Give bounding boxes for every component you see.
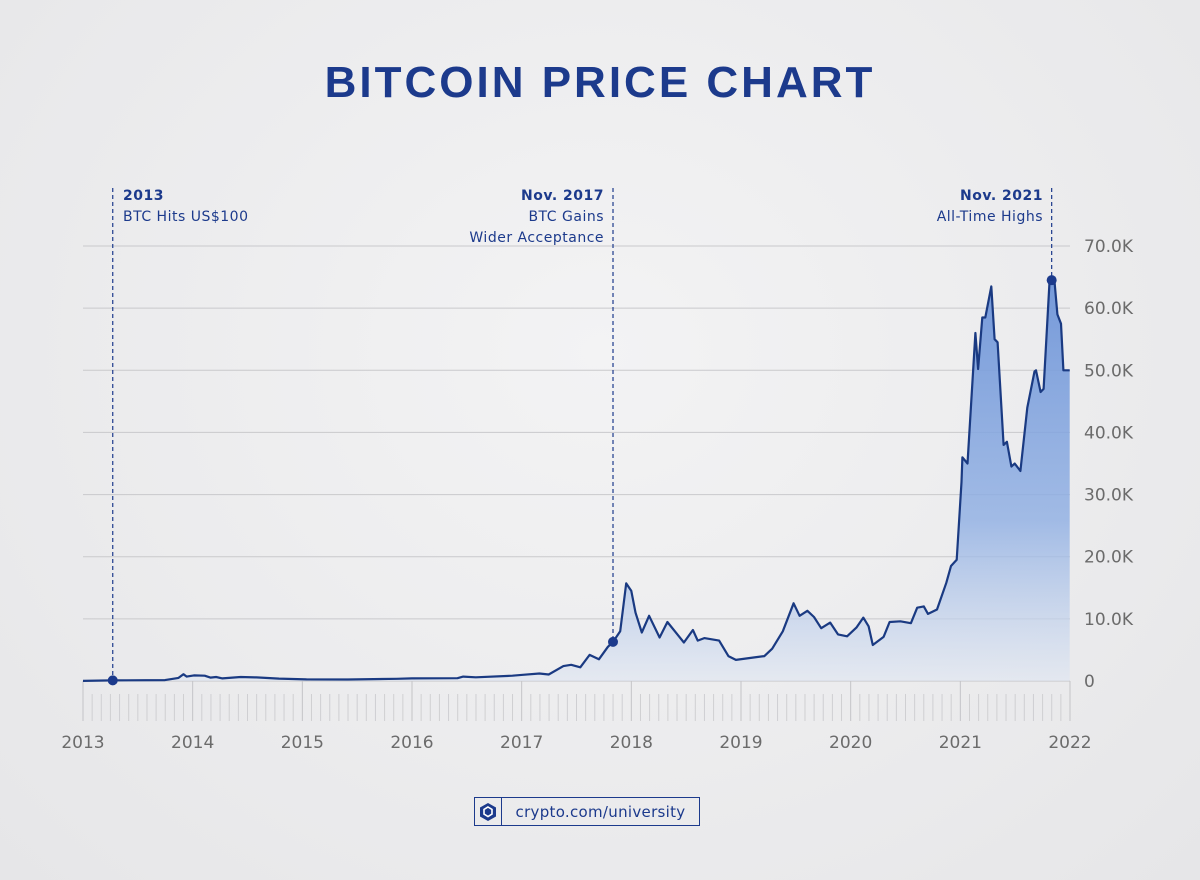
y-tick-label: 40.0K	[1084, 423, 1134, 443]
x-tick-label: 2018	[610, 733, 653, 753]
x-tick-label: 2016	[390, 733, 433, 753]
y-tick-label: 20.0K	[1084, 548, 1134, 568]
x-tick-label: 2015	[281, 733, 324, 753]
x-tick-label: 2021	[939, 733, 982, 753]
annotation-text: BTC Hits US$100	[123, 209, 249, 225]
x-tick-label: 2014	[171, 733, 214, 753]
y-tick-label: 30.0K	[1084, 486, 1134, 506]
annotation-heading: 2013	[123, 188, 164, 204]
x-tick-label: 2017	[500, 733, 543, 753]
y-tick-label: 70.0K	[1084, 237, 1134, 257]
price-line	[82, 279, 1070, 682]
annotation-heading: Nov. 2021	[960, 188, 1043, 204]
annotation-nov-2021: Nov. 2021 All-Time Highs	[937, 186, 1043, 228]
annotation-text: All-Time Highs	[936, 209, 1043, 225]
x-tick-label: 2022	[1048, 733, 1091, 753]
annotation-text: BTC Gains	[528, 209, 604, 225]
annotation-nov-2017: Nov. 2017 BTC Gains Wider Acceptance	[469, 186, 604, 249]
x-tick-label: 2013	[61, 733, 104, 753]
annotation-heading: Nov. 2017	[521, 188, 604, 204]
annotation-point	[608, 636, 619, 647]
annotation-2013: 2013 BTC Hits US$100	[123, 186, 248, 228]
y-tick-label: 60.0K	[1084, 299, 1134, 319]
crypto-com-shield-logo-icon	[475, 798, 502, 825]
annotation-point	[1046, 275, 1057, 286]
x-tick-label: 2020	[829, 733, 872, 753]
y-tick-label: 10.0K	[1084, 610, 1134, 630]
x-tick-label: 2019	[719, 733, 762, 753]
y-tick-label: 50.0K	[1084, 361, 1134, 381]
y-tick-label: 0	[1084, 672, 1095, 692]
brand-url[interactable]: crypto.com/university	[515, 802, 686, 821]
annotation-text: Wider Acceptance	[469, 230, 604, 246]
price-area-fill	[83, 280, 1070, 681]
brand-badge[interactable]: crypto.com/university	[474, 797, 700, 826]
chart-title: BITCOIN PRICE CHART	[324, 58, 876, 107]
annotation-point	[107, 675, 118, 686]
